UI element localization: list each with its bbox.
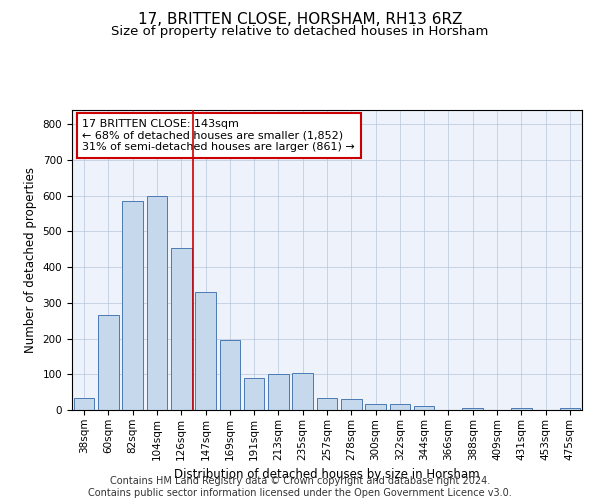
Bar <box>98 316 119 410</box>
Bar <box>317 398 337 410</box>
X-axis label: Distribution of detached houses by size in Horsham: Distribution of detached houses by size … <box>174 468 480 481</box>
Bar <box>292 372 313 410</box>
Y-axis label: Number of detached properties: Number of detached properties <box>24 167 37 353</box>
Bar <box>268 374 289 410</box>
Text: Size of property relative to detached houses in Horsham: Size of property relative to detached ho… <box>112 25 488 38</box>
Bar <box>146 196 167 410</box>
Bar <box>463 408 483 410</box>
Bar <box>74 398 94 410</box>
Text: Contains HM Land Registry data © Crown copyright and database right 2024.
Contai: Contains HM Land Registry data © Crown c… <box>88 476 512 498</box>
Bar <box>171 248 191 410</box>
Bar <box>414 406 434 410</box>
Text: 17 BRITTEN CLOSE: 143sqm
← 68% of detached houses are smaller (1,852)
31% of sem: 17 BRITTEN CLOSE: 143sqm ← 68% of detach… <box>82 119 355 152</box>
Bar <box>511 408 532 410</box>
Bar <box>389 404 410 410</box>
Bar <box>244 378 265 410</box>
Bar <box>365 404 386 410</box>
Bar <box>341 398 362 410</box>
Bar <box>560 408 580 410</box>
Text: 17, BRITTEN CLOSE, HORSHAM, RH13 6RZ: 17, BRITTEN CLOSE, HORSHAM, RH13 6RZ <box>138 12 462 28</box>
Bar <box>122 201 143 410</box>
Bar <box>195 292 216 410</box>
Bar <box>220 340 240 410</box>
